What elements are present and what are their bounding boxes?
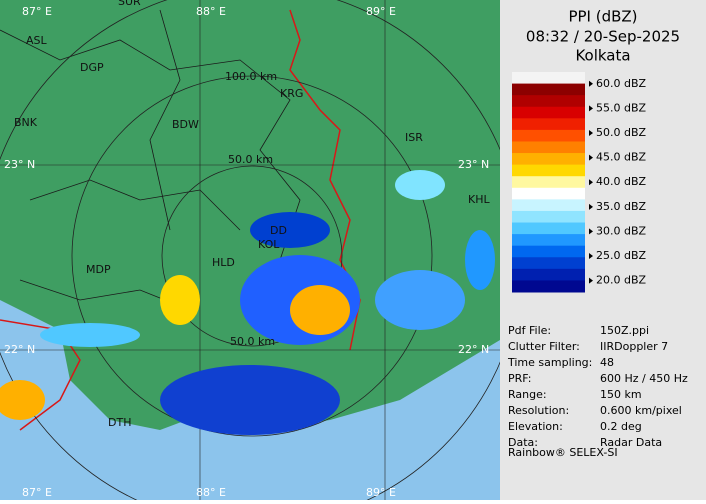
legend-swatch: [512, 268, 585, 281]
legend-tick: [589, 154, 593, 161]
info-key: Elevation:: [508, 420, 563, 433]
city: KOL: [258, 238, 280, 251]
legend-swatch: [512, 199, 585, 212]
legend-swatch: [512, 210, 585, 224]
city: HLD: [212, 256, 235, 269]
legend-tick: [589, 179, 593, 186]
legend-swatch: [512, 83, 585, 96]
legend-swatch: [512, 176, 585, 189]
city: SUR: [118, 0, 141, 8]
legend-tick: [589, 80, 593, 87]
info-value: 48: [600, 356, 614, 369]
info-key: Time sampling:: [507, 356, 592, 369]
legend-label: 35.0 dBZ: [596, 200, 647, 213]
legend-label: 20.0 dBZ: [596, 274, 647, 287]
city: KHL: [468, 193, 490, 206]
city: DD: [270, 224, 287, 237]
info-table: Pdf File: 150Z.ppi Clutter Filter: IIRDoppl…: [507, 324, 688, 449]
lat-label: 22° N: [4, 343, 35, 356]
legend-tick: [589, 253, 593, 260]
legend-swatch: [512, 187, 585, 200]
info-key: Resolution:: [508, 404, 569, 417]
legend: 60.0 dBZ 55.0 dBZ 50.0 dBZ 45.0 dBZ 40.0 dBZ…: [512, 72, 647, 293]
lat-label: 23° N: [458, 158, 489, 171]
legend-swatch: [512, 257, 585, 270]
legend-tick: [589, 130, 593, 136]
sea: [0, 300, 500, 500]
city: DTH: [108, 416, 131, 429]
city: BDW: [172, 118, 199, 131]
panel-site: Kolkata: [575, 47, 630, 65]
echoes: [0, 170, 495, 435]
city: ASL: [26, 34, 48, 47]
legend-swatch: [512, 164, 585, 177]
legend-tick: [589, 203, 593, 210]
ring-label: 50.0 km: [228, 153, 273, 166]
info-value: IIRDoppler 7: [600, 340, 668, 353]
city: ISR: [405, 131, 423, 144]
lon-label: 87° E: [22, 486, 52, 499]
legend-swatch: [512, 141, 585, 154]
city: DGP: [80, 61, 104, 74]
legend-tick: [589, 277, 593, 284]
ring-label: 50.0 km: [230, 335, 275, 348]
info-value: 150Z.ppi: [600, 324, 649, 337]
legend-swatch: [512, 222, 585, 235]
info-value: Radar Data: [600, 436, 662, 449]
info-key: Pdf File:: [508, 324, 551, 337]
legend-label: 60.0 dBZ: [596, 77, 647, 90]
legend-label: 55.0 dBZ: [596, 101, 647, 114]
side-panel: PPI (dBZ) 08:32 / 20-Sep-2025 Kolkata 60…: [500, 0, 706, 500]
city: BNK: [14, 116, 38, 129]
footer: Rainbow® SELEX-SI: [508, 446, 618, 459]
map: 87° E 88° E 89° E 87° E 88° E 89° E 23° …: [0, 0, 523, 504]
panel-time: 08:32 / 20-Sep-2025: [526, 28, 680, 46]
panel-title: PPI (dBZ): [568, 8, 637, 26]
legend-swatch: [512, 118, 585, 131]
info-value: 0.600 km/pixel: [600, 404, 682, 417]
info-key: PRF:: [508, 372, 531, 385]
legend-label: 30.0 dBZ: [596, 224, 647, 237]
lat-label: 22° N: [458, 343, 489, 356]
info-key: Clutter Filter:: [508, 340, 580, 353]
legend-label: 25.0 dBZ: [596, 249, 647, 262]
legend-swatch: [512, 245, 585, 258]
legend-swatch: [512, 153, 585, 166]
legend-swatch: [512, 72, 585, 85]
cities: SUR ASL DGP KRG BNK BDW ISR KHL MDP HLD …: [14, 0, 490, 429]
legend-label: 45.0 dBZ: [596, 151, 647, 164]
legend-tick: [589, 228, 593, 235]
info-value: 600 Hz / 450 Hz: [600, 372, 688, 385]
legend-swatch: [512, 280, 585, 293]
info-value: 150 km: [600, 388, 642, 401]
lat-label: 23° N: [4, 158, 35, 171]
legend-label: 40.0 dBZ: [596, 175, 647, 188]
legend-swatch: [512, 95, 585, 108]
lon-label: 89° E: [366, 486, 396, 499]
lon-label: 89° E: [366, 5, 396, 18]
legend-label: 50.0 dBZ: [596, 126, 647, 139]
city: KRG: [280, 87, 303, 100]
info-value: 0.2 deg: [600, 420, 642, 433]
legend-tick: [589, 105, 593, 112]
info-key: Data:: [508, 436, 538, 449]
lon-label: 87° E: [22, 5, 52, 18]
legend-swatch: [512, 234, 585, 247]
lon-label: 88° E: [196, 486, 226, 499]
legend-swatch: [512, 106, 585, 119]
info-key: Range:: [508, 388, 547, 401]
ring-label: 100.0 km: [225, 70, 277, 83]
legend-swatch: [512, 129, 585, 142]
lon-label: 88° E: [196, 5, 226, 18]
city: MDP: [86, 263, 111, 276]
